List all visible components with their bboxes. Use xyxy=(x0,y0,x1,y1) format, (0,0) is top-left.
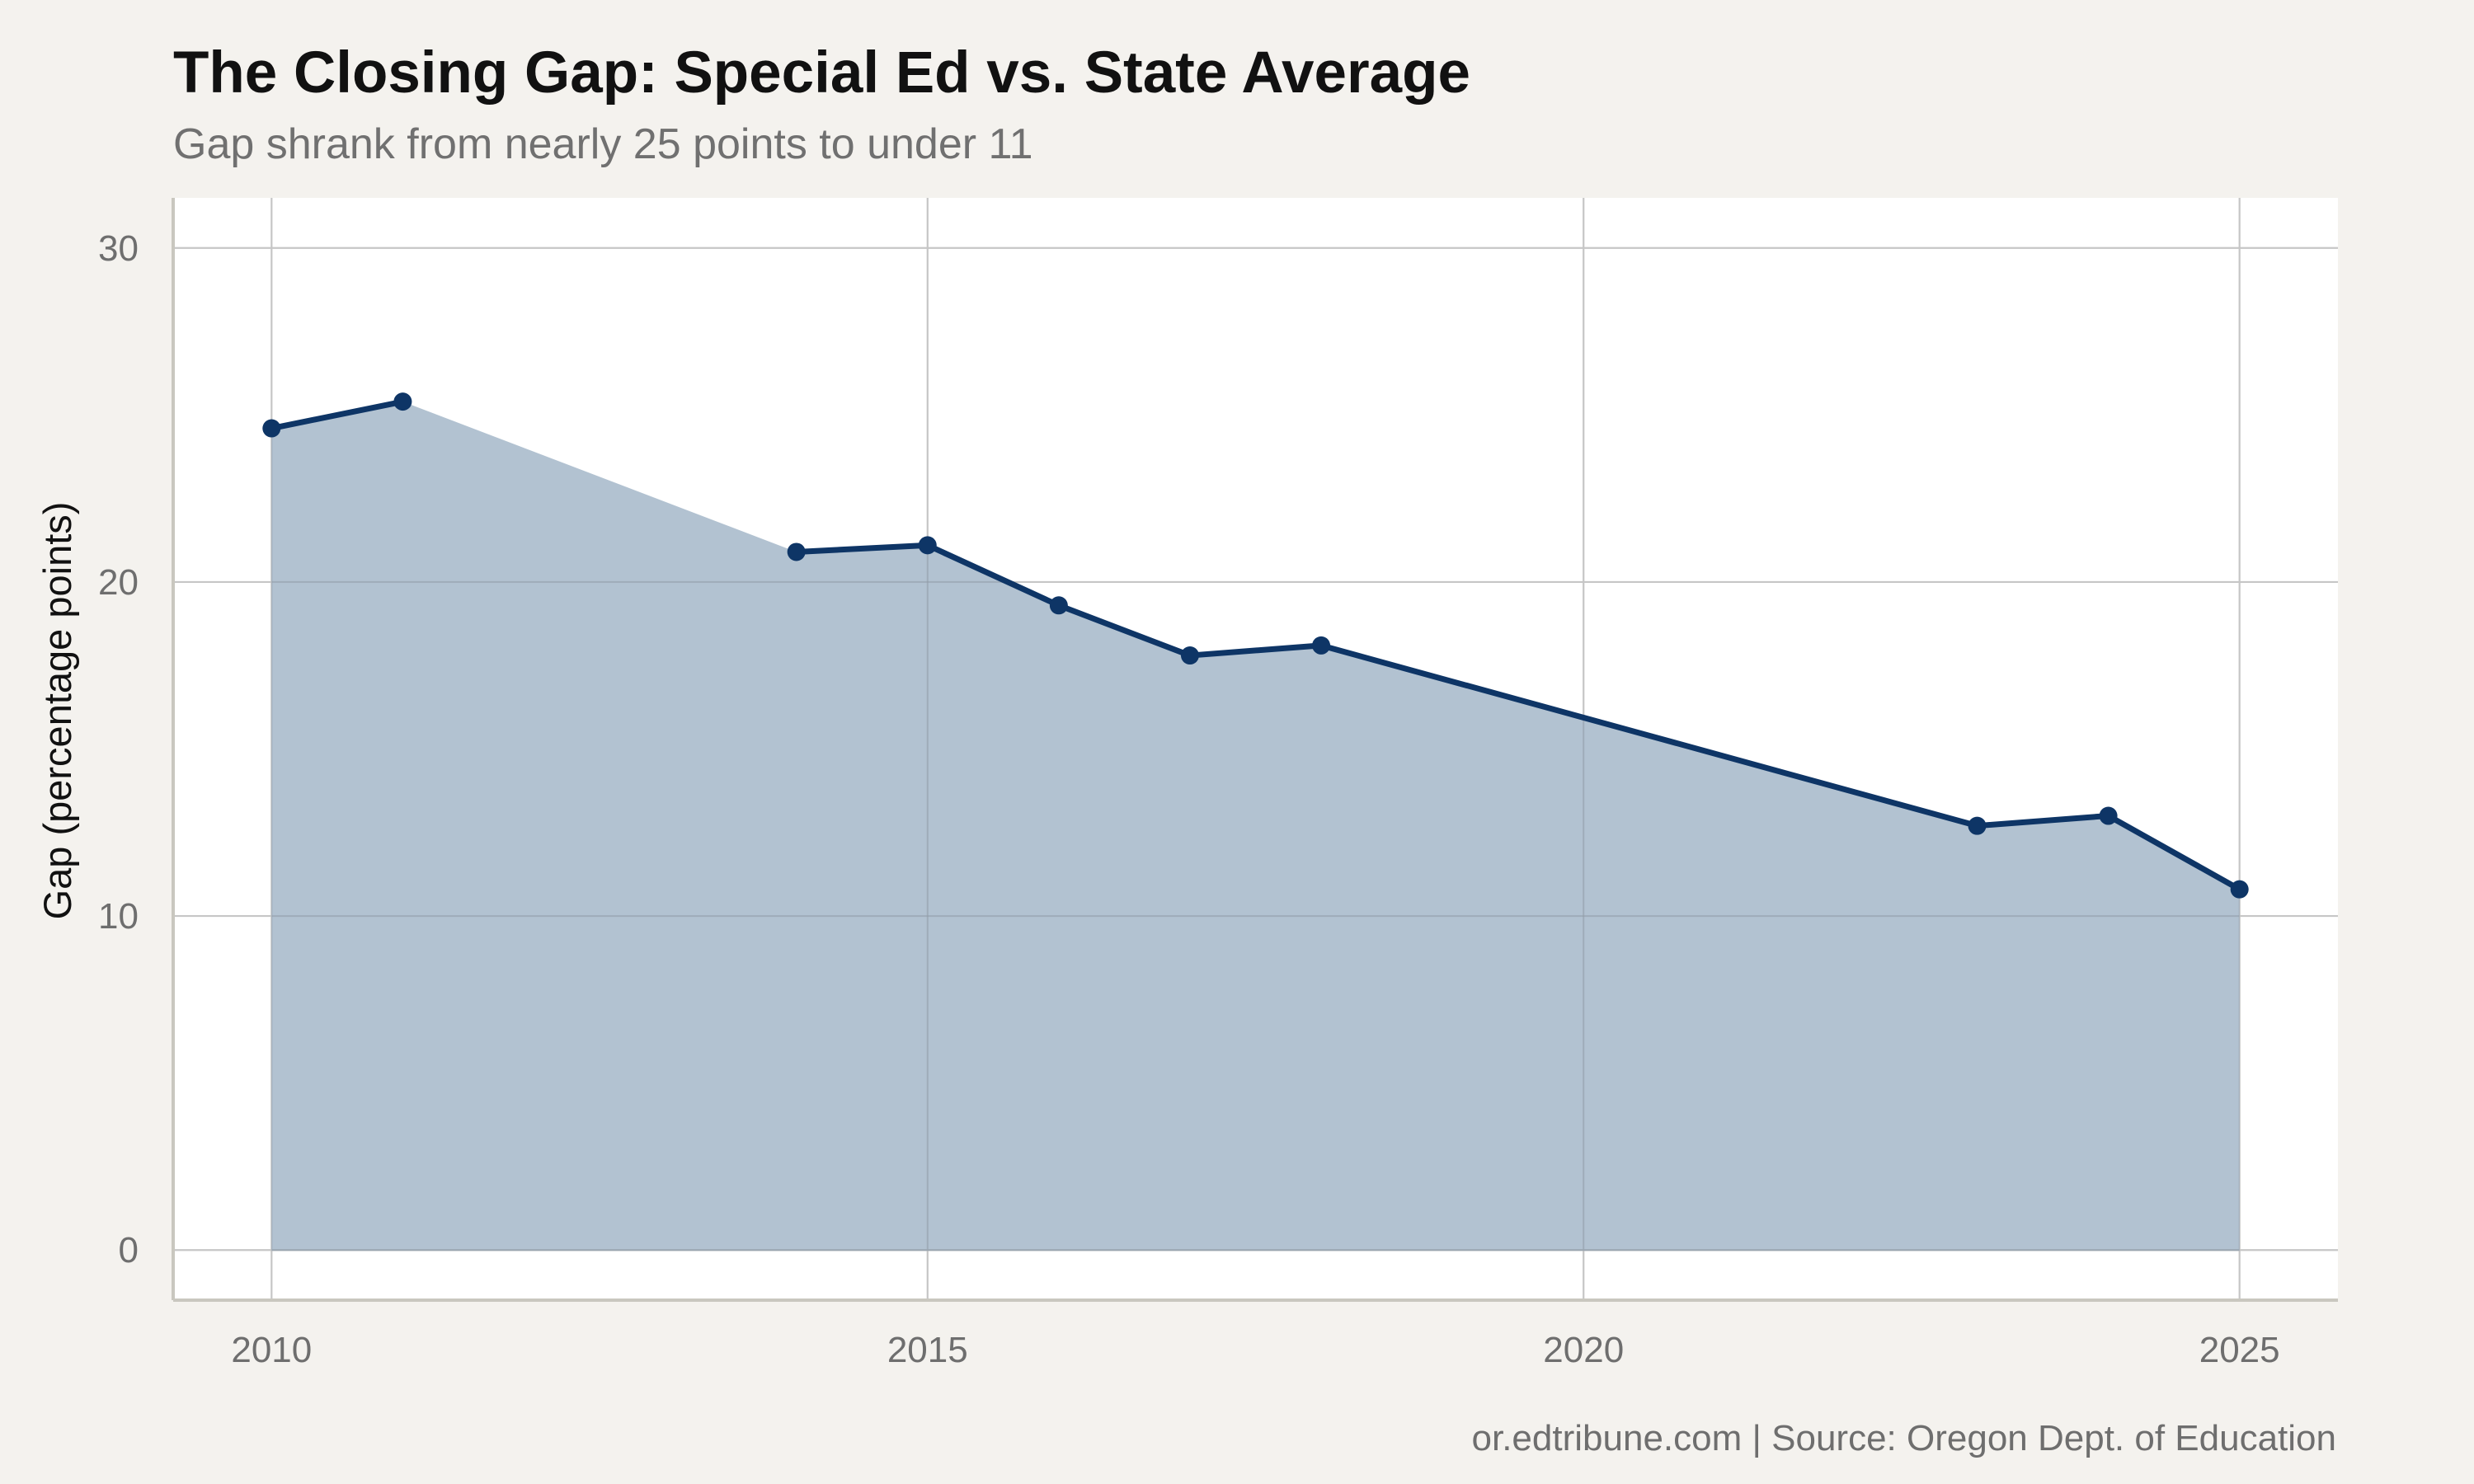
series-line-segment xyxy=(1318,642,1980,829)
x-tick-label: 2010 xyxy=(231,1330,312,1370)
area-fill-group xyxy=(271,402,2240,1251)
data-point xyxy=(2099,806,2118,825)
data-point xyxy=(1968,816,1987,835)
data-point xyxy=(1312,636,1331,655)
x-tick-label: 2020 xyxy=(1543,1330,1624,1370)
series-line-group xyxy=(268,398,2243,893)
series-line-segment xyxy=(2105,813,2243,893)
data-point xyxy=(393,392,412,411)
series-line-segment xyxy=(268,398,406,432)
data-point xyxy=(918,536,937,555)
chart-subtitle: Gap shrank from nearly 25 points to unde… xyxy=(173,120,1033,168)
source-caption: or.edtribune.com | Source: Oregon Dept. … xyxy=(1472,1418,2336,1458)
y-tick-label: 30 xyxy=(98,228,139,269)
area-fill xyxy=(271,402,2240,1251)
series-line-segment xyxy=(1974,813,2112,829)
data-point xyxy=(1049,596,1068,615)
y-tick-label: 0 xyxy=(119,1230,139,1270)
x-tick-label: 2025 xyxy=(2199,1330,2280,1370)
series-line-segment xyxy=(793,542,931,555)
series-line-segment xyxy=(1187,642,1324,659)
y-tick-label: 10 xyxy=(98,896,139,937)
data-points xyxy=(262,392,2249,899)
series-line-segment xyxy=(924,542,1062,608)
x-axis-ticks: 2010 2015 2020 2025 xyxy=(231,1330,2279,1370)
data-point xyxy=(2230,880,2249,899)
data-point xyxy=(262,419,281,438)
data-point xyxy=(1180,646,1199,665)
y-axis-ticks: 0 10 20 30 xyxy=(98,228,139,1270)
x-tick-label: 2015 xyxy=(887,1330,968,1370)
chart-title: The Closing Gap: Special Ed vs. State Av… xyxy=(173,40,1470,106)
y-axis-label: Gap (percentage points) xyxy=(35,502,79,920)
y-tick-label: 20 xyxy=(98,562,139,603)
data-point xyxy=(787,542,806,561)
series-line-segment xyxy=(1056,602,1193,659)
